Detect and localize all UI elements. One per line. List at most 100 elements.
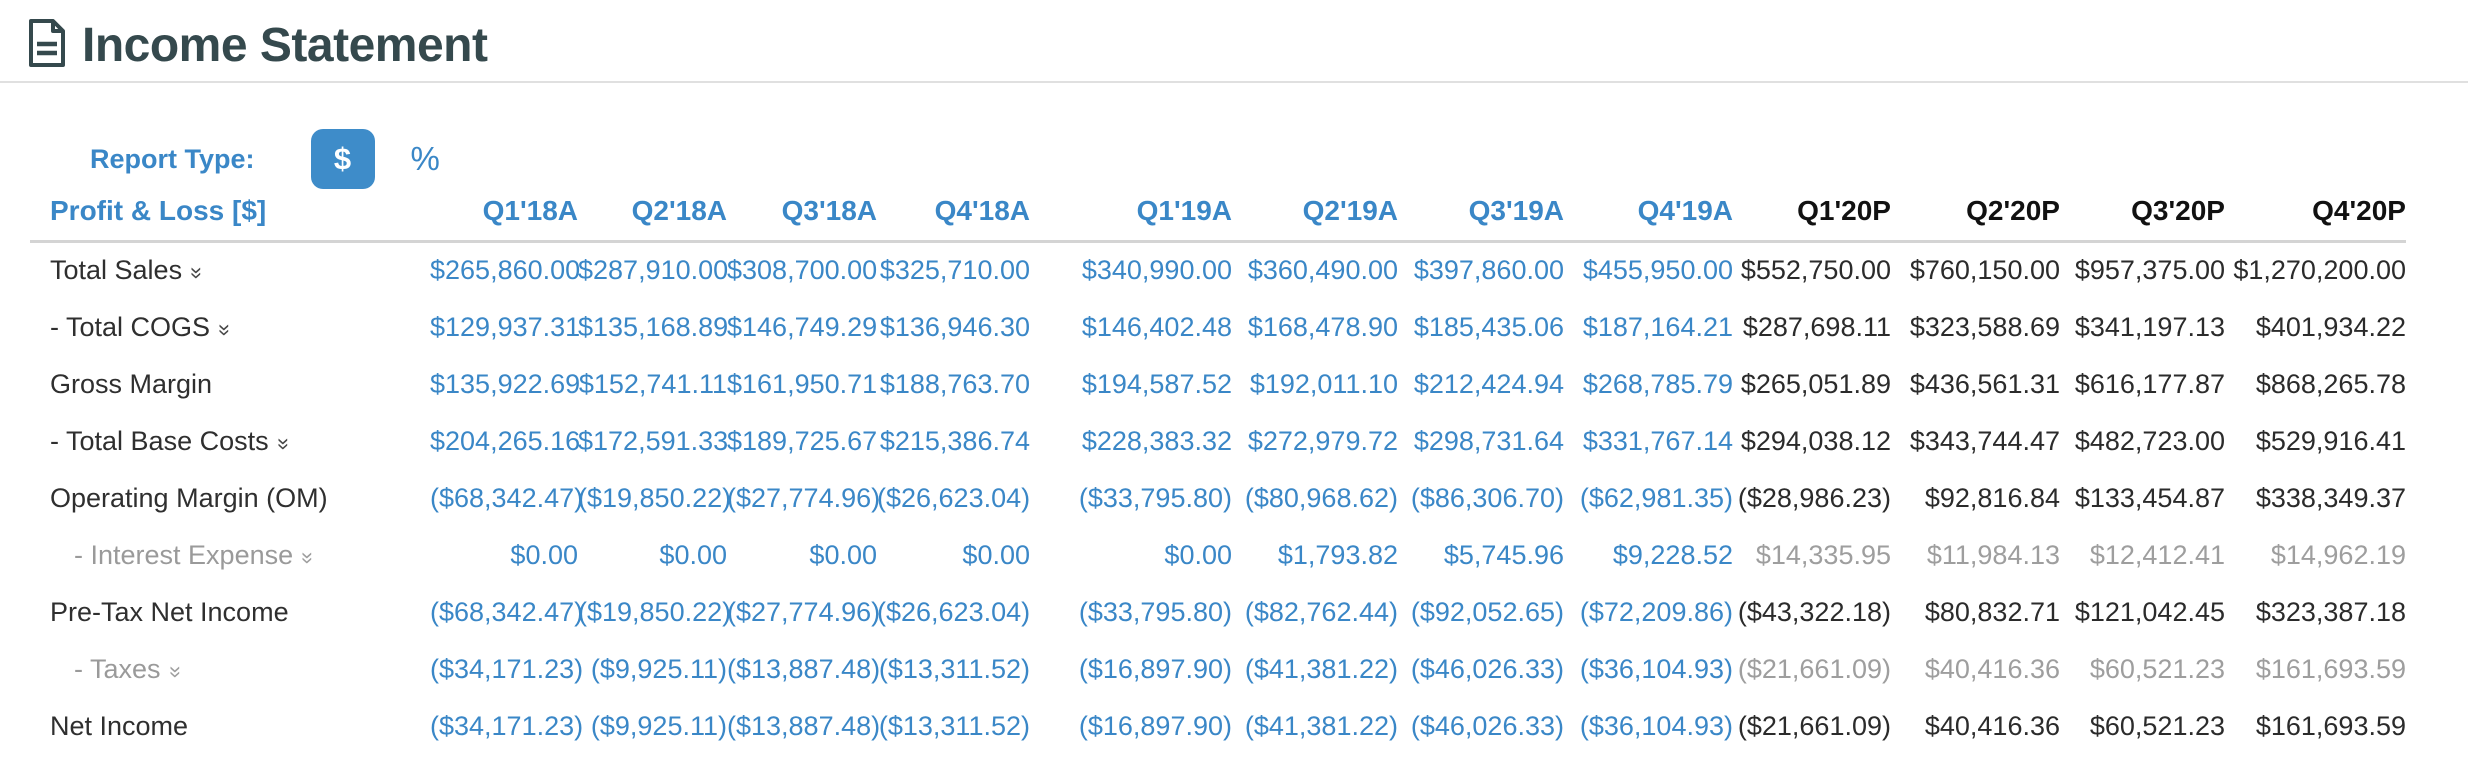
- table-cell: ($43,322.18): [1737, 596, 1891, 627]
- table-header-row: Profit & Loss [$] Q1'18A Q2'18A Q3'18A Q4'1…: [30, 195, 2406, 243]
- table-cell: $9,228.52: [1612, 539, 1733, 570]
- table-cell: $60,521.23: [2089, 653, 2225, 684]
- table-cell: $397,860.00: [1413, 255, 1564, 286]
- row-label-text: Net Income: [50, 710, 189, 741]
- table-cell: $287,698.11: [1742, 311, 1891, 342]
- table-cell: $552,750.00: [1740, 255, 1891, 286]
- table-cell: ($9,925.11): [590, 653, 727, 684]
- table-cell: $40,416.36: [1924, 710, 2060, 741]
- report-type-controls: Report Type: $ %: [90, 129, 2468, 189]
- column-header-5: Q2'19A: [1232, 195, 1398, 243]
- table-cell: $187,164.21: [1582, 311, 1733, 342]
- table-cell: $0.00: [659, 539, 727, 570]
- table-cell: ($13,311.52): [878, 653, 1030, 684]
- table-cell: $161,693.59: [2255, 653, 2406, 684]
- table-cell: ($9,925.11): [590, 710, 727, 741]
- row-label: - Taxes»: [30, 641, 430, 698]
- table-cell: $268,785.79: [1582, 368, 1733, 399]
- table-cell: $92,816.84: [1924, 482, 2060, 513]
- row-label-text: Total Sales: [50, 255, 183, 286]
- table-cell: ($16,897.90): [1078, 653, 1232, 684]
- table-cell: $0.00: [809, 539, 877, 570]
- column-header-9: Q2'20P: [1891, 195, 2060, 243]
- row-label-text: Gross Margin: [50, 368, 213, 399]
- table-cell: $325,710.00: [879, 255, 1030, 286]
- double-chevron-down-icon[interactable]: »: [213, 323, 239, 336]
- table-cell: $189,725.67: [727, 425, 878, 456]
- table-cell: $0.00: [962, 539, 1030, 570]
- table-body: Total Sales» $265,860.00 $287,910.00 $308,7…: [30, 242, 2406, 755]
- table-row: - Taxes» ($34,171.23) ($9,925.11) ($13,887.…: [30, 641, 2406, 698]
- table-corner-label: Profit & Loss [$]: [30, 195, 430, 243]
- table-cell: ($36,104.93): [1579, 710, 1733, 741]
- table-cell: ($16,897.90): [1078, 710, 1232, 741]
- table-cell: $341,197.13: [2074, 311, 2225, 342]
- income-statement-table: Profit & Loss [$] Q1'18A Q2'18A Q3'18A Q4'1…: [30, 195, 2406, 755]
- double-chevron-down-icon[interactable]: »: [185, 267, 211, 280]
- table-cell: $14,962.19: [2270, 539, 2406, 570]
- table-cell: $188,763.70: [879, 368, 1030, 399]
- report-type-percent-button[interactable]: %: [410, 140, 440, 177]
- table-cell: ($34,171.23): [430, 710, 584, 741]
- table-cell: ($33,795.80): [1078, 482, 1232, 513]
- table-cell: $133,454.87: [2074, 482, 2225, 513]
- table-cell: $760,150.00: [1909, 255, 2060, 286]
- table-cell: $360,490.00: [1247, 255, 1398, 286]
- table-cell: $12,412.41: [2089, 539, 2225, 570]
- table-cell: ($13,887.48): [727, 710, 881, 741]
- table-cell: $1,270,200.00: [2233, 255, 2406, 286]
- double-chevron-down-icon[interactable]: »: [163, 665, 189, 678]
- row-label: Total Sales»: [30, 242, 430, 299]
- table-cell: $482,723.00: [2074, 425, 2225, 456]
- table-cell: $185,435.06: [1413, 311, 1564, 342]
- table-row: Net Income ($34,171.23) ($9,925.11) ($13,88…: [30, 698, 2406, 755]
- row-label: - Total Base Costs»: [30, 413, 430, 470]
- table-cell: $194,587.52: [1081, 368, 1232, 399]
- table-cell: $40,416.36: [1924, 653, 2060, 684]
- table-cell: ($80,968.62): [1244, 482, 1398, 513]
- table-cell: ($21,661.09): [1737, 653, 1891, 684]
- table-cell: $228,383.32: [1081, 425, 1232, 456]
- table-cell: $14,335.95: [1755, 539, 1891, 570]
- table-row: Gross Margin $135,922.69 $152,741.11 $161,9…: [30, 356, 2406, 413]
- table-cell: ($72,209.86): [1579, 596, 1733, 627]
- table-cell: ($34,171.23): [430, 653, 584, 684]
- table-cell: ($36,104.93): [1579, 653, 1733, 684]
- table-cell: $168,478.90: [1247, 311, 1398, 342]
- table-cell: $135,922.69: [430, 368, 581, 399]
- double-chevron-down-icon[interactable]: »: [296, 551, 322, 564]
- table-cell: $340,990.00: [1081, 255, 1232, 286]
- row-label: Gross Margin: [30, 356, 430, 413]
- table-cell: $146,402.48: [1081, 311, 1232, 342]
- table-cell: ($68,342.47): [430, 596, 584, 627]
- table-row: - Interest Expense» $0.00 $0.00 $0.00 $0.00 $…: [30, 527, 2406, 584]
- row-label: - Interest Expense»: [30, 527, 430, 584]
- table-row: - Total Base Costs» $204,265.16 $172,591.3…: [30, 413, 2406, 470]
- row-label: Pre-Tax Net Income: [30, 584, 430, 641]
- column-header-7: Q4'19A: [1564, 195, 1733, 243]
- table-cell: $868,265.78: [2255, 368, 2406, 399]
- table-cell: $323,588.69: [1909, 311, 2060, 342]
- table-cell: $1,793.82: [1277, 539, 1398, 570]
- column-header-8: Q1'20P: [1733, 195, 1891, 243]
- double-chevron-down-icon[interactable]: »: [271, 437, 297, 450]
- row-label-text: - Total Base Costs: [50, 425, 269, 456]
- table-cell: ($92,052.65): [1410, 596, 1564, 627]
- table-cell: $212,424.94: [1413, 368, 1564, 399]
- table-cell: $338,349.37: [2255, 482, 2406, 513]
- table-cell: ($27,774.96): [727, 596, 881, 627]
- table-cell: $121,042.45: [2074, 596, 2225, 627]
- table-cell: $146,749.29: [727, 311, 878, 342]
- table-cell: $204,265.16: [430, 425, 581, 456]
- report-type-dollar-button[interactable]: $: [310, 129, 375, 189]
- table-cell: $265,051.89: [1740, 368, 1891, 399]
- table-cell: $135,168.89: [578, 311, 729, 342]
- column-header-6: Q3'19A: [1398, 195, 1564, 243]
- table-cell: $60,521.23: [2089, 710, 2225, 741]
- column-header-1: Q2'18A: [578, 195, 727, 243]
- row-label-text: - Total COGS: [50, 311, 211, 342]
- table-cell: $294,038.12: [1740, 425, 1891, 456]
- table-cell: ($82,762.44): [1244, 596, 1398, 627]
- table-cell: $343,744.47: [1909, 425, 2060, 456]
- table-cell: $172,591.33: [578, 425, 729, 456]
